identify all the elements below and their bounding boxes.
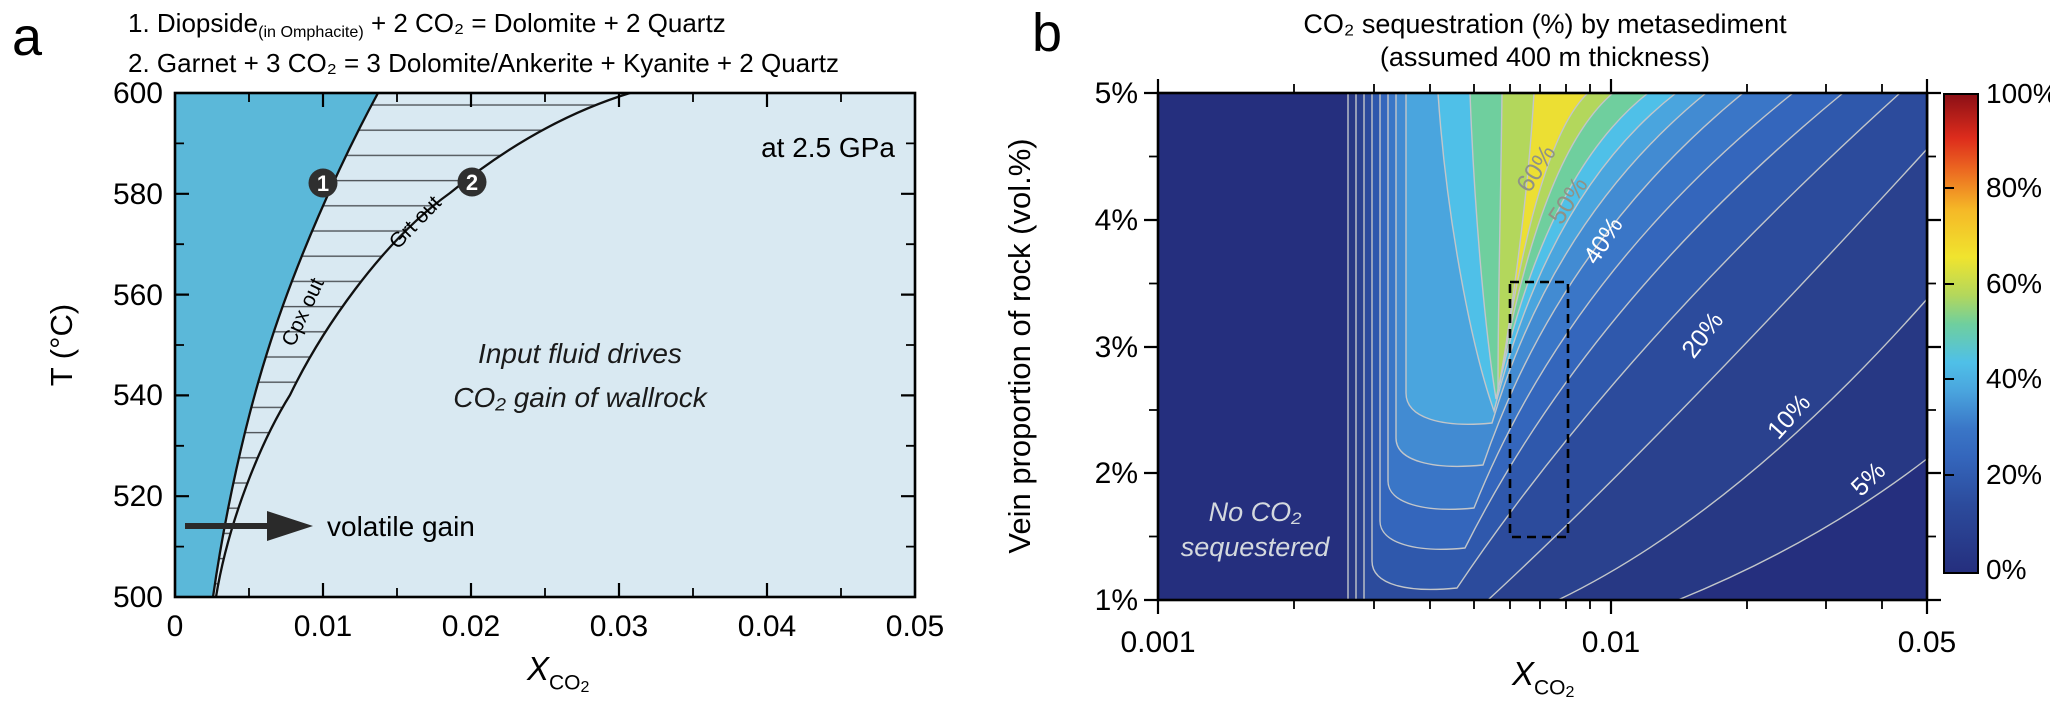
b-xtick-0001: 0.001 bbox=[1120, 626, 1196, 659]
b-ytick-2: 2% bbox=[1094, 457, 1138, 490]
b-title-line1: CO₂ sequestration (%) by metasediment bbox=[1303, 9, 1787, 39]
b-title-line2: (assumed 400 m thickness) bbox=[1379, 42, 1711, 72]
a-field-left bbox=[175, 93, 378, 597]
a-marker-2-circle bbox=[457, 167, 487, 197]
b-x-axis-label: XCO2 bbox=[1512, 655, 1574, 702]
b-colorbar-label-100: 100% bbox=[1986, 78, 2050, 109]
a-x-label-base: X bbox=[527, 650, 550, 687]
a-arrow-head-icon bbox=[267, 511, 313, 541]
a-xtick-003: 0.03 bbox=[589, 610, 649, 643]
b-colorbar bbox=[1943, 93, 1979, 574]
a-xtick-002: 0.02 bbox=[441, 610, 501, 643]
panel-b-letter: b bbox=[1032, 3, 1063, 63]
b-ytick-4: 4% bbox=[1094, 204, 1138, 237]
b-ytick-1: 1% bbox=[1094, 584, 1138, 617]
a-curve-cpx-out bbox=[211, 92, 380, 598]
a-curve-grt-out bbox=[214, 91, 631, 598]
a-annotation-line2: CO₂ gain of wallrock bbox=[453, 382, 708, 413]
b-plot-frame bbox=[1156, 91, 1929, 602]
reaction-1: 1. Diopside(in Omphacite) + 2 CO₂ = Dolo… bbox=[128, 8, 839, 48]
a-minor-ticks bbox=[175, 93, 915, 597]
b-colorbar-label-0: 0% bbox=[1986, 554, 2027, 585]
a-ytick-540: 540 bbox=[112, 379, 163, 412]
b-region-label-line1: No CO₂ bbox=[1209, 497, 1303, 527]
reaction-2: 2. Garnet + 3 CO₂ = 3 Dolomite/Ankerite … bbox=[128, 47, 840, 78]
a-arrow-label: volatile gain bbox=[327, 511, 475, 542]
a-ytick-580: 580 bbox=[112, 178, 163, 211]
a-ytick-560: 560 bbox=[112, 279, 163, 312]
a-plot-frame bbox=[173, 91, 917, 599]
a-pressure-note: at 2.5 GPa bbox=[761, 132, 895, 163]
b-minor-ticks bbox=[1149, 84, 1936, 609]
a-major-ticks bbox=[175, 93, 915, 597]
a-marker-1-number: 1 bbox=[317, 171, 329, 196]
a-xtick-001: 0.01 bbox=[293, 610, 353, 643]
a-annotation-line1: Input fluid drives bbox=[478, 338, 682, 369]
reaction-1-text: 1. Diopside bbox=[128, 8, 259, 38]
a-x-label-sub: CO bbox=[549, 671, 581, 695]
a-plot-area: 1 2 Cpx out Grt out at 2.5 GPa Input flu… bbox=[173, 91, 917, 599]
a-ytick-600: 600 bbox=[112, 77, 163, 110]
panel-a-reaction-titles: 1. Diopside(in Omphacite) + 2 CO₂ = Dolo… bbox=[128, 8, 839, 79]
b-dashed-study-box bbox=[1508, 280, 1570, 539]
a-xtick-004: 0.04 bbox=[737, 610, 797, 643]
a-xtick-0: 0 bbox=[166, 610, 184, 643]
a-xtick-005: 0.05 bbox=[885, 610, 945, 643]
a-y-axis-label: T (°C) bbox=[44, 303, 79, 387]
b-xtick-005: 0.05 bbox=[1897, 626, 1957, 659]
b-title: CO₂ sequestration (%) by metasediment (a… bbox=[1160, 8, 1930, 74]
a-ytick-500: 500 bbox=[112, 581, 163, 614]
panel-a-letter: a bbox=[12, 7, 43, 67]
a-marker-1-circle bbox=[308, 168, 338, 198]
b-contour-svg: 60% 50% 40% 20% 10% 5% No CO₂ sequestere… bbox=[1144, 79, 1941, 614]
b-colorbar-tick-80 bbox=[1945, 187, 1954, 189]
b-x-label-sub: CO bbox=[1534, 676, 1566, 700]
b-band-55 bbox=[1497, 92, 1615, 392]
b-region-label-line2: sequestered bbox=[1181, 532, 1331, 562]
b-x-label-subsub: 2 bbox=[1565, 684, 1575, 701]
b-x-label-base: X bbox=[1512, 655, 1535, 692]
b-colorbar-tick-20 bbox=[1945, 474, 1954, 476]
reaction-1-text-cont: + 2 CO₂ = Dolomite + 2 Quartz bbox=[363, 8, 726, 38]
b-colorbar-label-40: 40% bbox=[1986, 363, 2043, 394]
b-colorbar-label-60: 60% bbox=[1986, 268, 2043, 299]
b-plot-area: 60% 50% 40% 20% 10% 5% No CO₂ sequestere… bbox=[1138, 73, 1948, 640]
b-y-axis-label: Vein proportion of rock (vol.%) bbox=[1002, 138, 1037, 554]
b-major-ticks bbox=[1144, 79, 1941, 614]
b-contour-bands bbox=[1347, 92, 1929, 601]
a-x-axis-label: XCO2 bbox=[527, 650, 589, 697]
b-colorbar-tick-40 bbox=[1945, 378, 1954, 380]
b-xtick-001: 0.01 bbox=[1581, 626, 1641, 659]
a-ytick-520: 520 bbox=[112, 480, 163, 513]
b-colorbar-label-20: 20% bbox=[1986, 459, 2043, 490]
b-band-60 bbox=[1499, 92, 1590, 384]
b-ytick-3: 3% bbox=[1094, 331, 1138, 364]
b-colorbar-tick-60 bbox=[1945, 283, 1954, 285]
b-ytick-5: 5% bbox=[1094, 77, 1138, 110]
a-plot-svg: 1 2 Cpx out Grt out at 2.5 GPa Input flu… bbox=[173, 91, 917, 599]
a-x-label-subsub: 2 bbox=[580, 679, 590, 696]
a-marker-2-number: 2 bbox=[466, 170, 478, 195]
b-colorbar-label-80: 80% bbox=[1986, 172, 2043, 203]
reaction-1-subscript: (in Omphacite) bbox=[258, 22, 364, 41]
